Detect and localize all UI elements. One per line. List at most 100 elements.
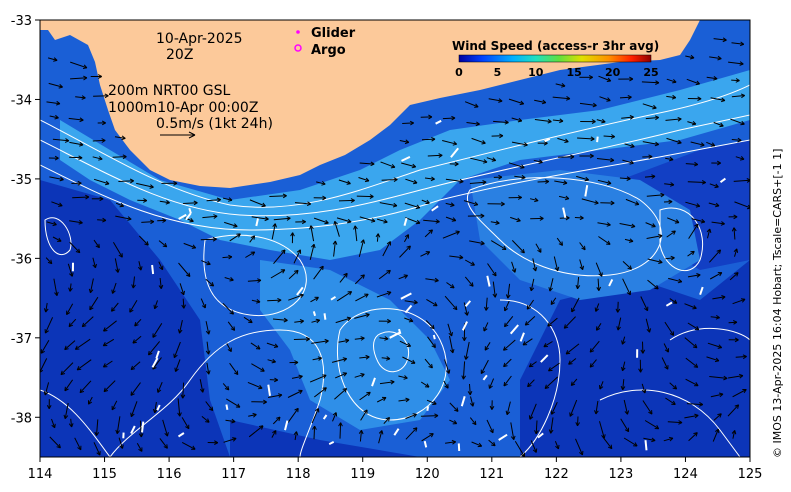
velocity-arrow (449, 419, 458, 425)
velocity-arrow (706, 76, 718, 81)
velocity-arrow (668, 277, 683, 284)
velocity-arrow (731, 78, 740, 83)
argo-float-track (151, 357, 159, 368)
glider-legend-label: Glider (311, 26, 356, 41)
velocity-arrow (731, 41, 745, 47)
velocity-arrow (554, 180, 568, 185)
velocity-arrow (446, 282, 455, 289)
velocity-arrow (503, 339, 516, 351)
velocity-arrow (381, 356, 391, 361)
velocity-arrow (532, 258, 538, 272)
velocity-arrow (132, 335, 142, 344)
velocity-arrow (594, 303, 600, 312)
velocity-arrow (378, 269, 391, 280)
argo-float-track (544, 137, 551, 143)
velocity-arrow (487, 201, 505, 207)
velocity-arrow (177, 398, 182, 417)
velocity-arrow (449, 161, 459, 167)
velocity-arrow (355, 293, 369, 302)
velocity-arrow (565, 343, 580, 355)
argo-float-track (435, 119, 442, 125)
deep-water-southwest (40, 180, 230, 457)
depth-label-2: 1000m10-Apr 00:00Z (108, 100, 258, 116)
velocity-arrow (130, 361, 141, 371)
velocity-arrow (339, 272, 348, 283)
velocity-arrow (354, 274, 365, 285)
velocity-arrow (445, 202, 455, 207)
velocity-arrow (620, 379, 626, 391)
velocity-arrow (528, 361, 537, 368)
velocity-arrow (312, 425, 317, 440)
velocity-arrow (445, 178, 464, 184)
velocity-arrow (490, 220, 500, 225)
velocity-arrow (43, 382, 50, 396)
velocity-arrow (52, 236, 62, 242)
velocity-arrow (424, 358, 433, 369)
velocity-arrow (684, 303, 697, 310)
velocity-arrow (589, 340, 600, 353)
x-axis-ticks: 114 115 116 117 118 119 120 121 122 123 124 125 (28, 457, 762, 482)
velocity-arrow (173, 341, 181, 359)
velocity-arrow (493, 119, 509, 125)
velocity-arrow (229, 233, 241, 242)
velocity-arrow (503, 300, 510, 312)
velocity-arrow (43, 302, 49, 313)
velocity-arrow (511, 141, 528, 147)
velocity-arrow (548, 417, 554, 434)
velocity-arrow (134, 318, 142, 327)
velocity-arrow (382, 241, 391, 257)
velocity-arrow (713, 37, 727, 43)
velocity-arrow (112, 154, 127, 160)
velocity-arrow (93, 239, 100, 249)
velocity-arrow (156, 382, 163, 393)
velocity-arrow (543, 341, 553, 348)
argo-float-track (498, 433, 508, 441)
velocity-arrow (666, 94, 677, 100)
velocity-arrow (181, 417, 190, 430)
argo-float-track (225, 404, 229, 410)
velocity-arrow (222, 383, 230, 391)
velocity-arrow (267, 358, 276, 364)
velocity-arrow (399, 340, 412, 347)
velocity-arrow (313, 265, 324, 280)
argo-float-track (389, 331, 401, 339)
velocity-arrow (707, 342, 723, 349)
velocity-arrow (66, 303, 74, 316)
velocity-arrow (90, 74, 102, 79)
velocity-arrow (376, 218, 388, 224)
velocity-arrow (69, 241, 81, 254)
velocity-arrow (710, 97, 726, 103)
velocity-arrow (665, 156, 674, 162)
velocity-arrow (333, 220, 340, 237)
velocity-arrow (46, 221, 57, 227)
velocity-arrow (709, 272, 723, 280)
velocity-arrow (226, 343, 232, 353)
velocity-arrow (115, 202, 124, 208)
argo-float-track (404, 304, 413, 314)
velocity-arrow (505, 283, 511, 299)
velocity-arrow (556, 237, 563, 246)
velocity-arrow (68, 318, 77, 328)
velocity-arrow (732, 389, 747, 398)
velocity-arrow (449, 402, 459, 412)
y-tick-label: -35 (11, 173, 32, 188)
velocity-arrow (596, 157, 615, 163)
velocity-arrow (576, 175, 590, 182)
velocity-arrow (130, 382, 141, 396)
velocity-arrow (293, 336, 310, 342)
velocity-arrow (622, 278, 631, 296)
velocity-arrow (405, 427, 418, 440)
velocity-arrow (534, 420, 539, 435)
velocity-arrow (557, 137, 569, 143)
velocity-arrow (243, 316, 253, 324)
scale-label: 0.5m/s (1kt 24h) (156, 116, 273, 132)
velocity-arrow (710, 314, 720, 320)
velocity-arrow (49, 114, 59, 120)
credit-text: © IMOS 13-Apr-2025 16:04 Hobart; Tscale=… (771, 149, 784, 458)
velocity-arrow (271, 430, 277, 438)
velocity-arrow (595, 262, 603, 277)
x-tick-label: 117 (221, 467, 246, 482)
velocity-arrow (205, 321, 211, 335)
velocity-arrow (114, 258, 120, 273)
velocity-arrow (554, 441, 560, 450)
